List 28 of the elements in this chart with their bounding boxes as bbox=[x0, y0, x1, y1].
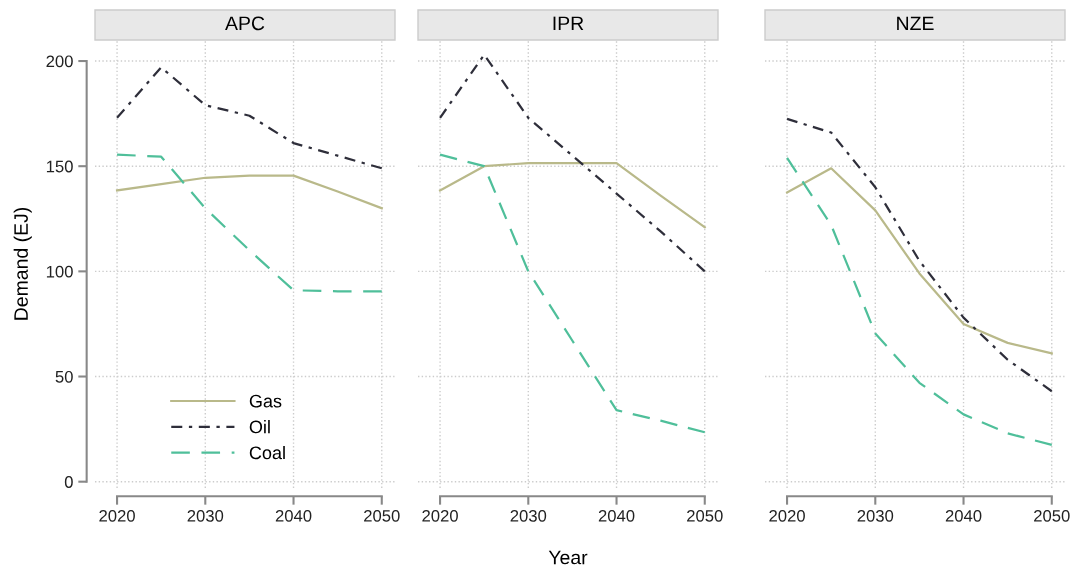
line-series bbox=[115, 174, 383, 210]
x-tick-label: 2040 bbox=[275, 509, 312, 522]
chart-title: APC bbox=[225, 16, 265, 31]
chart-title: IPR bbox=[553, 16, 584, 31]
x-tick-label: 2020 bbox=[99, 509, 135, 522]
y-tick-label: 100 bbox=[46, 265, 73, 278]
y-axis-title: Demand (EJ) bbox=[13, 207, 32, 320]
chart-title: NZE bbox=[897, 16, 934, 31]
legend-label: Gas bbox=[249, 394, 282, 408]
x-tick-label: 2050 bbox=[1034, 509, 1070, 522]
x-tick-label: 2050 bbox=[687, 509, 723, 522]
y-tick-label: 200 bbox=[46, 55, 73, 68]
x-tick-label: 2020 bbox=[769, 509, 805, 522]
x-tick-label: 2030 bbox=[510, 509, 547, 522]
y-tick-label: 50 bbox=[55, 370, 73, 383]
line-series bbox=[115, 153, 383, 293]
x-tick-label: 2040 bbox=[598, 509, 635, 522]
x-tick-label: 2050 bbox=[364, 509, 400, 522]
x-tick-label: 2040 bbox=[945, 509, 982, 522]
y-tick-label: 150 bbox=[46, 160, 73, 173]
legend-label: Oil bbox=[249, 420, 270, 434]
y-tick-label: 0 bbox=[64, 476, 73, 488]
x-tick-label: 2020 bbox=[422, 509, 458, 522]
x-tick-label: 2030 bbox=[187, 509, 224, 522]
legend-label: Coal bbox=[249, 445, 285, 460]
line-series bbox=[115, 66, 383, 170]
x-tick-label: 2030 bbox=[857, 509, 894, 522]
x-axis-title: Year bbox=[548, 550, 588, 565]
